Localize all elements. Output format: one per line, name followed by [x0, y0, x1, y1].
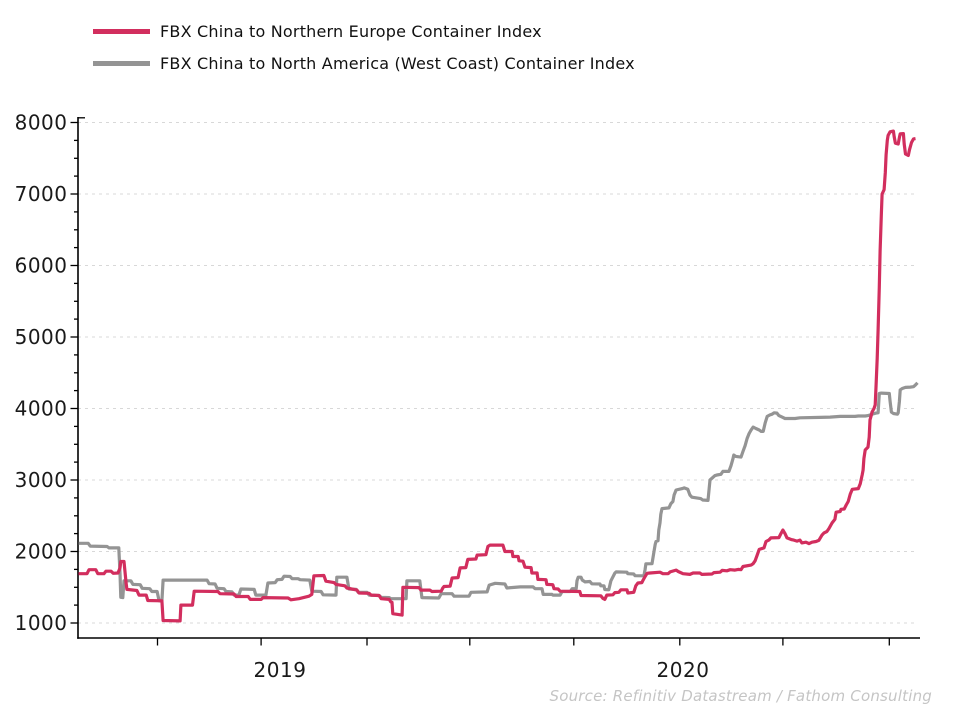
legend-label-northern-europe: FBX China to Northern Europe Container I…: [160, 21, 542, 41]
pink-line-swatch: [93, 28, 150, 34]
y-tick-label-7000: 7000: [15, 182, 68, 206]
source-credit: Source: Refinitiv Datastream / Fathom Co…: [549, 687, 932, 705]
y-tick-label-1000: 1000: [15, 611, 68, 635]
legend-item-northern-europe: FBX China to Northern Europe Container I…: [93, 15, 635, 47]
legend-label-north-america: FBX China to North America (West Coast) …: [160, 53, 635, 73]
y-tick-label-4000: 4000: [15, 397, 68, 421]
y-tick-label-8000: 8000: [15, 111, 68, 135]
x-year-label-2019: 2019: [254, 658, 307, 682]
y-tick-label-2000: 2000: [15, 540, 68, 564]
y-tick-label-5000: 5000: [15, 325, 68, 349]
legend-item-north-america: FBX China to North America (West Coast) …: [93, 47, 635, 79]
series-line-fbx-china-to-northern-europe-container-index: [78, 129, 916, 623]
y-tick-label-3000: 3000: [15, 468, 68, 492]
chart-legend: FBX China to Northern Europe Container I…: [93, 15, 635, 79]
y-tick-label-6000: 6000: [15, 254, 68, 278]
gray-line-swatch: [93, 60, 150, 66]
x-year-label-2020: 2020: [657, 658, 710, 682]
series-line-fbx-china-to-north-america-west-coast-container-index: [78, 381, 919, 603]
